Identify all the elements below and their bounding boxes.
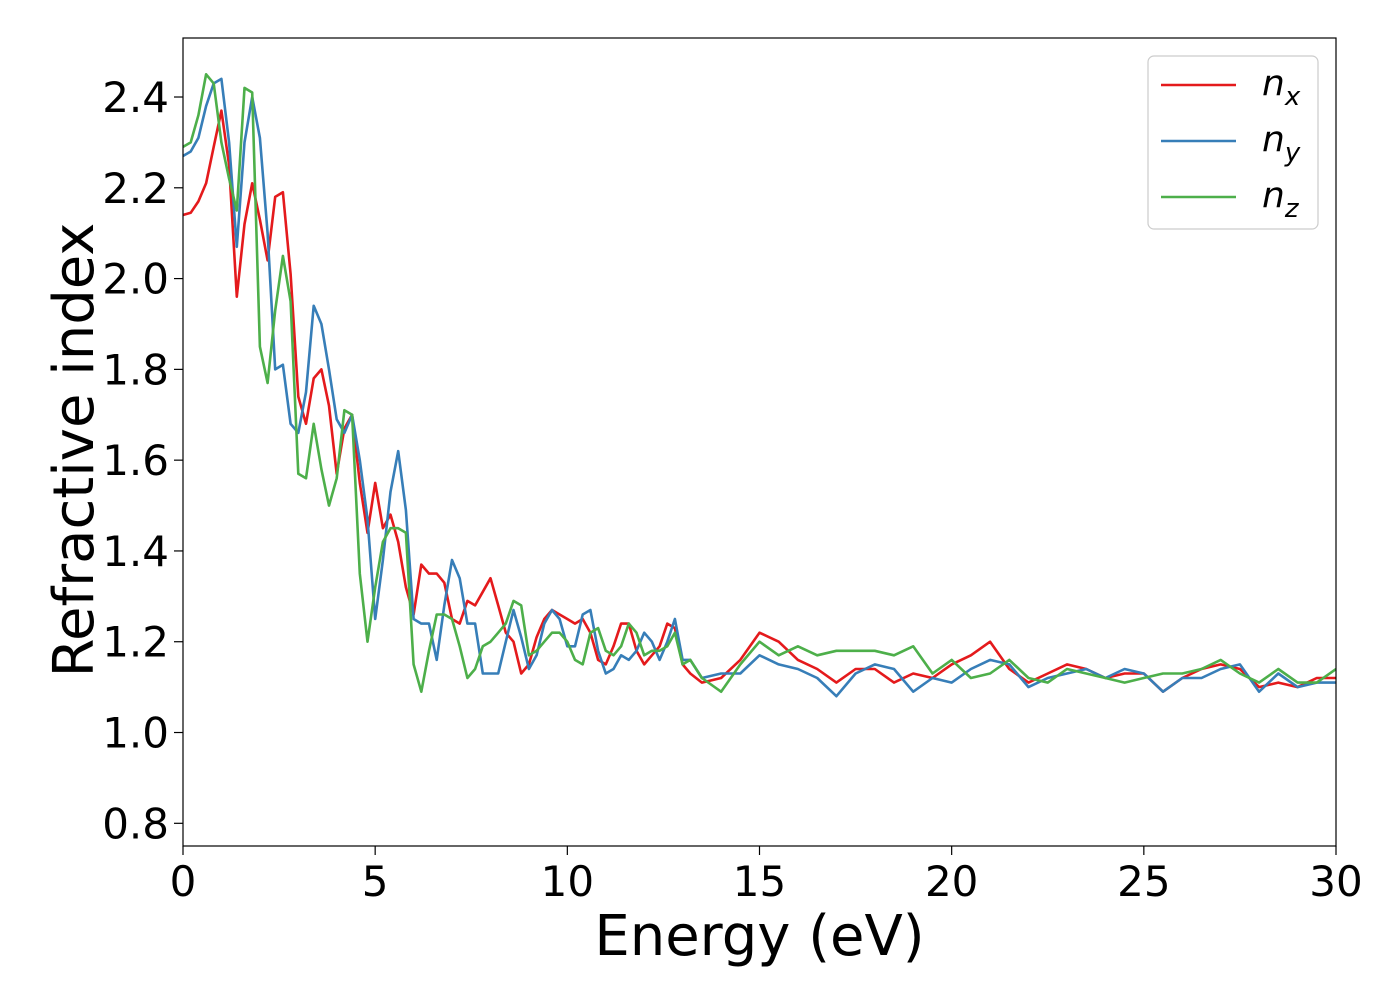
legend-box [1147, 55, 1319, 230]
x-axis: 0 5 10 15 20 25 30 [170, 846, 1363, 906]
x-tick-label: 5 [362, 857, 389, 906]
y-tick-label: 0.8 [102, 799, 169, 848]
y-tick-label: 1.2 [102, 618, 169, 667]
y-axis: 0.8 1.0 1.2 1.4 1.6 1.8 2.0 2.2 2.4 [102, 73, 183, 848]
x-tick-label: 20 [925, 857, 978, 906]
y-tick-label: 2.2 [102, 164, 169, 213]
legend-label-nx: nx [1262, 63, 1301, 112]
x-axis-label: Energy (eV) [594, 904, 924, 969]
y-tick-label: 1.4 [102, 527, 169, 576]
series-line-ny [183, 77, 1336, 698]
x-tick-label: 0 [170, 857, 197, 906]
x-tick-label: 10 [541, 857, 594, 906]
series-line-nz [183, 73, 1336, 694]
y-axis-label: Refractive index [42, 223, 107, 678]
legend-label-nz: nz [1262, 175, 1300, 224]
y-tick-label: 2.0 [102, 255, 169, 304]
legend: nx ny nz [1147, 55, 1319, 230]
y-tick-label: 1.8 [102, 345, 169, 394]
x-tick-label: 25 [1117, 857, 1170, 906]
legend-label-ny: ny [1262, 119, 1301, 168]
y-tick-label: 1.0 [102, 709, 169, 758]
x-tick-label: 30 [1309, 857, 1362, 906]
y-tick-label: 1.6 [102, 436, 169, 485]
series-layer [183, 73, 1336, 698]
y-tick-label: 2.4 [102, 73, 169, 122]
x-tick-label: 15 [733, 857, 786, 906]
